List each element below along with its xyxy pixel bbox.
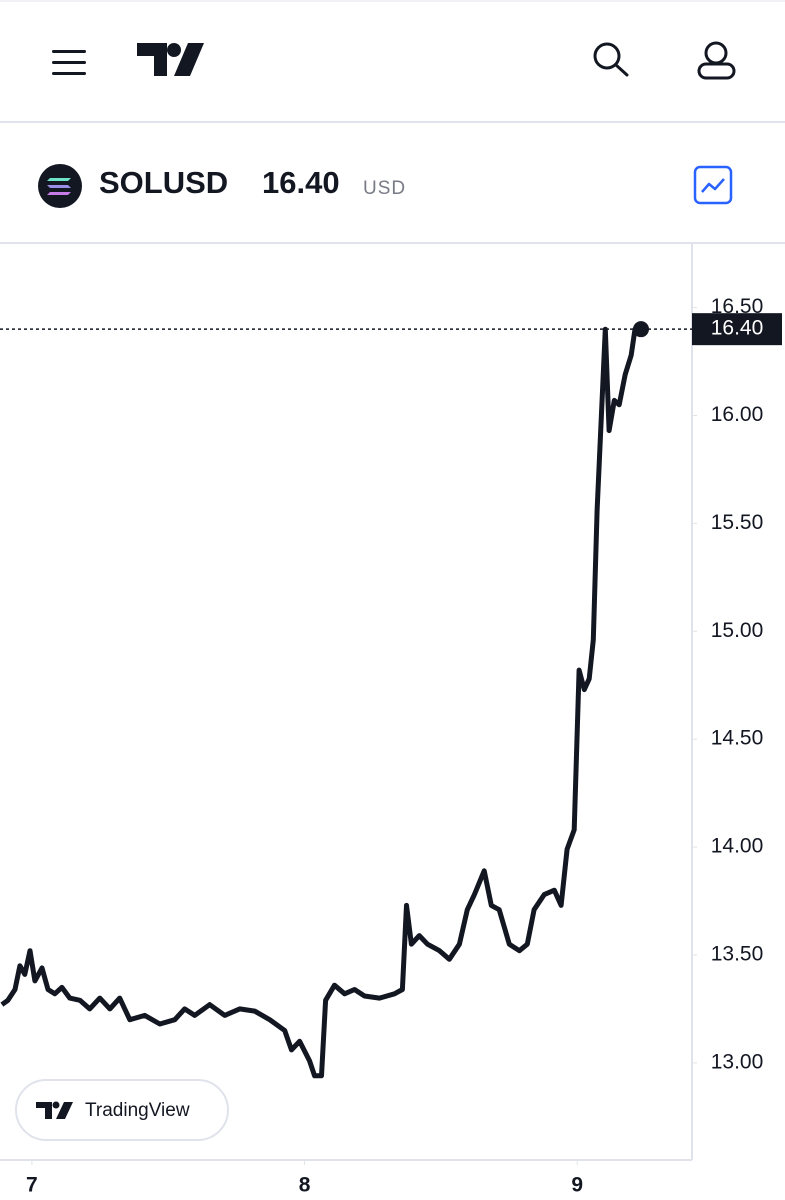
currency: USD: [363, 178, 406, 199]
watermark-logo-dot: [52, 1101, 60, 1109]
search-handle: [614, 63, 629, 77]
menu-bar: [52, 72, 86, 75]
watermark-text: TradingView: [85, 1100, 190, 1121]
logo-dot: [167, 43, 181, 57]
search-icon: [593, 42, 621, 70]
search-button[interactable]: [593, 42, 629, 77]
plot: [0, 321, 692, 1079]
price-line: [0, 326, 641, 1079]
sol-stripe: [47, 192, 71, 195]
y-tick-label: 16.00: [711, 403, 764, 426]
logo[interactable]: [137, 43, 204, 76]
watermark-logo: [36, 1102, 73, 1119]
menu-bar: [52, 50, 86, 53]
ticker[interactable]: SOLUSD: [99, 165, 228, 200]
last-price-label: 16.40: [711, 317, 764, 340]
chart-type-button[interactable]: [693, 165, 733, 205]
last-point: [633, 321, 650, 338]
y-tick-label: 13.00: [711, 1050, 764, 1073]
sol-stripe: [47, 178, 71, 181]
y-tick-label: 14.50: [711, 727, 764, 750]
last-price-box: [692, 313, 782, 346]
symbol-icon: [38, 164, 82, 208]
y-tick-label: 13.50: [711, 943, 764, 966]
menu-button[interactable]: [52, 50, 86, 75]
watermark-pill: [15, 1079, 229, 1141]
user-head: [704, 41, 728, 65]
user-button[interactable]: [697, 41, 736, 80]
sol-stripe: [47, 185, 71, 188]
y-tick-label: 15.50: [711, 511, 764, 534]
y-tick-label: 16.50: [711, 295, 764, 318]
menu-bar: [52, 61, 86, 64]
logo-v: [174, 43, 204, 76]
logo-t: [137, 43, 167, 76]
x-tick-label: 7: [26, 1174, 38, 1197]
chart-icon-line: [701, 178, 725, 193]
price: 16.40: [262, 165, 340, 200]
chart-icon-frame: [693, 165, 733, 205]
y-tick-label: 14.00: [711, 835, 764, 858]
x-tick-label: 9: [571, 1174, 583, 1197]
y-tick-label: 15.00: [711, 619, 764, 642]
x-tick-label: 8: [299, 1174, 311, 1197]
watermark[interactable]: TradingView: [15, 1079, 229, 1141]
user-body: [697, 62, 736, 80]
